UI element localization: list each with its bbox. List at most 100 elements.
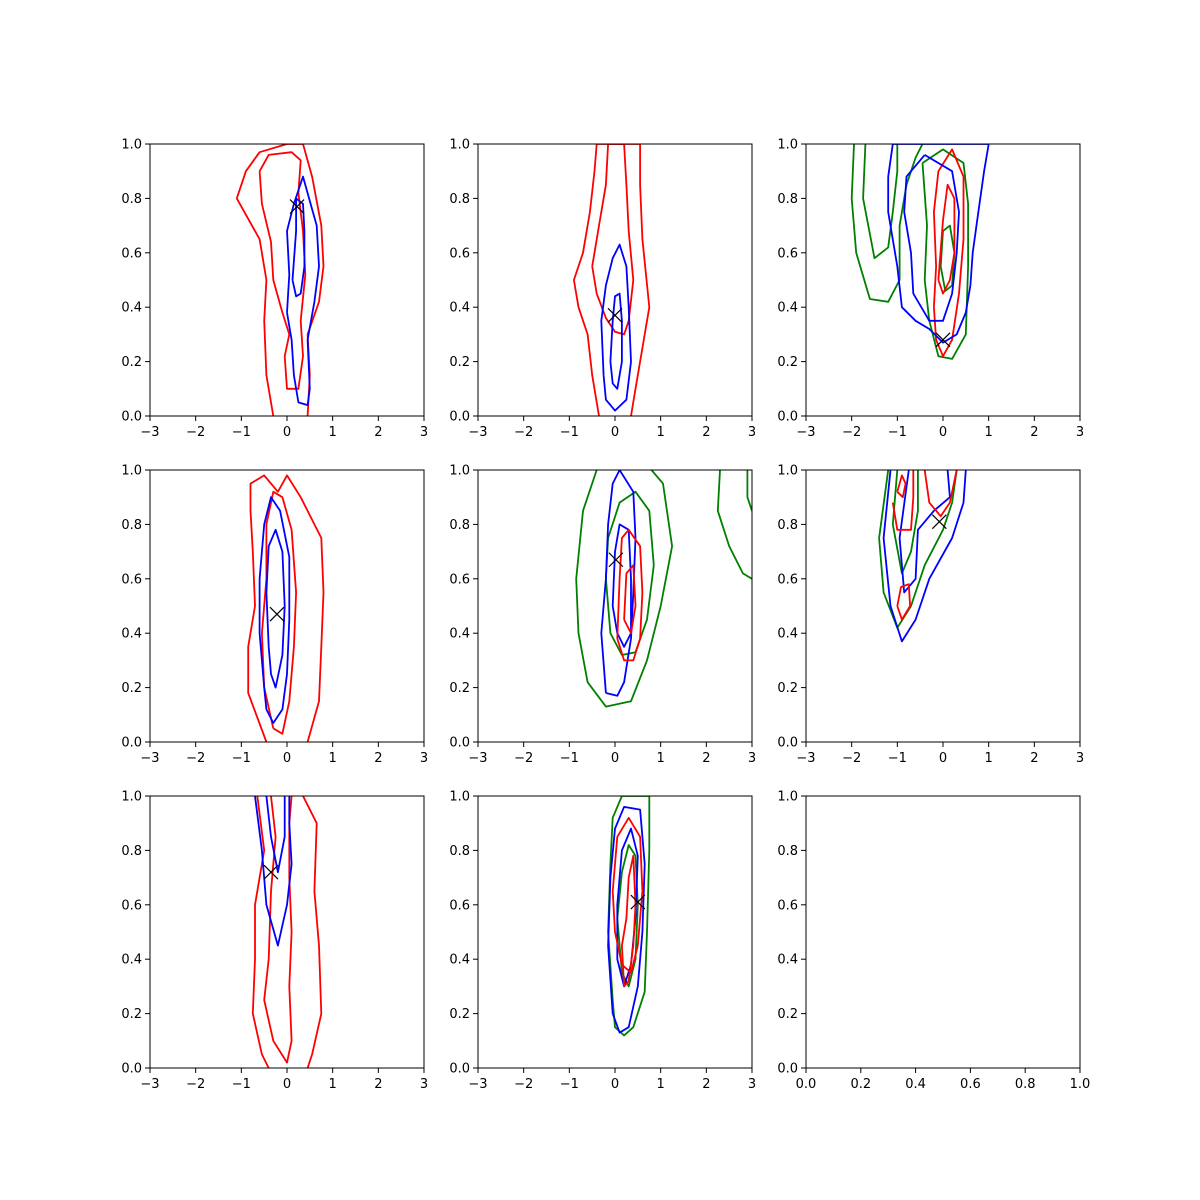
- blue-contour-1: [254, 796, 293, 947]
- x-tick-label: −1: [560, 1077, 579, 1092]
- plot-area: [251, 796, 323, 1068]
- y-tick-label: 0.2: [121, 1007, 142, 1022]
- x-tick-label: 2: [702, 1077, 710, 1092]
- red-contour-2: [623, 564, 637, 635]
- subplot-2: −3 −2 −1 0 1 2 3 0.0 0.2 0.4 0.6 0.8 1.0: [449, 138, 756, 441]
- x-tick-label: −3: [468, 751, 487, 766]
- y-tick-label: 0.0: [777, 736, 798, 751]
- subplot-4: −3 −2 −1 0 1 2 3 0.0 0.2 0.4 0.6 0.8 1.0: [121, 464, 428, 767]
- x-tick-label: −1: [888, 425, 907, 440]
- x-tick-label: −3: [796, 751, 815, 766]
- red-contour-2: [923, 470, 958, 518]
- y-tick-label: 0.6: [121, 572, 142, 587]
- blue-contour-2: [265, 796, 286, 874]
- x-tick-label: 3: [748, 1077, 756, 1092]
- axes-frame: [149, 795, 425, 1069]
- x-tick-label: −3: [140, 1077, 159, 1092]
- y-tick-label: 0.8: [777, 518, 798, 533]
- plot-area: [607, 796, 651, 1037]
- y-tick-label: 0.6: [449, 572, 470, 587]
- x-tick-label: −3: [140, 425, 159, 440]
- green-contour-3: [921, 148, 969, 360]
- red-contour-1: [611, 816, 644, 974]
- green-contour-4: [939, 224, 956, 292]
- x-tick-label: −3: [468, 1077, 487, 1092]
- x-tick-label: 3: [748, 751, 756, 766]
- x-tick-label: 0: [939, 751, 947, 766]
- x-tick-label: −2: [514, 425, 533, 440]
- blue-contour-2: [291, 197, 306, 298]
- blue-contour-1: [887, 144, 990, 344]
- red-contour-2: [591, 144, 635, 336]
- x-tick-label: 0: [611, 425, 619, 440]
- y-tick-label: 0.2: [121, 681, 142, 696]
- blue-contour-2: [898, 470, 951, 594]
- x-tick-label: −1: [232, 1077, 251, 1092]
- red-contour-4: [896, 583, 911, 621]
- y-tick-label: 0.0: [777, 410, 798, 425]
- y-tick-label: 0.8: [777, 844, 798, 859]
- y-tick-label: 0.0: [449, 1062, 470, 1077]
- y-tick-label: 0.2: [777, 1007, 798, 1022]
- x-tick-label: 2: [702, 425, 710, 440]
- x-marker: [263, 864, 279, 880]
- y-tick-label: 0.0: [449, 410, 470, 425]
- red-contour-1: [891, 470, 915, 531]
- blue-contour-2: [616, 827, 639, 988]
- x-marker: [289, 199, 305, 214]
- axes-frame: [477, 469, 753, 743]
- x-tick-label: 0: [283, 1077, 291, 1092]
- x-tick-label: −1: [560, 751, 579, 766]
- blue-contour-2: [265, 528, 286, 689]
- y-tick-label: 1.0: [449, 138, 470, 153]
- x-tick-label: 1: [657, 425, 665, 440]
- y-tick-label: 0.6: [449, 898, 470, 913]
- y-tick-label: 1.0: [777, 464, 798, 479]
- x-tick-label: −3: [468, 425, 487, 440]
- x-tick-label: −3: [796, 425, 815, 440]
- x-tick-label: 2: [374, 751, 382, 766]
- x-tick-label: 2: [374, 1077, 382, 1092]
- y-tick-label: 0.2: [449, 681, 470, 696]
- x-tick-label: −2: [842, 425, 861, 440]
- x-marker: [608, 552, 624, 568]
- x-tick-label: 1: [985, 425, 993, 440]
- x-tick-label: 1: [329, 425, 337, 440]
- subplot-5: −3 −2 −1 0 1 2 3 0.0 0.2 0.4 0.6 0.8 1.0: [449, 464, 756, 767]
- axes-frame: [149, 143, 425, 417]
- y-tick-label: 0.8: [449, 192, 470, 207]
- y-tick-label: 0.4: [121, 627, 142, 642]
- y-tick-label: 0.8: [449, 518, 470, 533]
- x-tick-label: 3: [420, 425, 428, 440]
- subplot-6: −3 −2 −1 0 1 2 3 0.0 0.2 0.4 0.6 0.8 1.0: [777, 464, 1084, 767]
- y-tick-label: 0.0: [121, 1062, 142, 1077]
- y-tick-label: 0.6: [777, 898, 798, 913]
- y-tick-label: 0.0: [121, 410, 142, 425]
- x-tick-label: −2: [842, 751, 861, 766]
- axes-frame: [805, 795, 1081, 1069]
- x-tick-label: −2: [186, 1077, 205, 1092]
- y-tick-label: 0.4: [121, 953, 142, 968]
- x-tick-label: −1: [888, 751, 907, 766]
- y-tick-label: 0.4: [777, 627, 798, 642]
- x-tick-label: −1: [232, 751, 251, 766]
- x-tick-label: 2: [702, 751, 710, 766]
- y-tick-label: 0.6: [121, 898, 142, 913]
- y-tick-label: 0.6: [449, 246, 470, 261]
- y-tick-label: 0.4: [449, 953, 470, 968]
- y-tick-label: 0.2: [777, 355, 798, 370]
- green-contour-2: [605, 490, 655, 656]
- x-tick-label: 3: [748, 425, 756, 440]
- y-tick-label: 0.0: [121, 736, 142, 751]
- plot-area: [247, 474, 325, 742]
- green-contour-2: [862, 144, 899, 260]
- blue-contour-1: [882, 470, 967, 643]
- x-tick-label: −1: [232, 425, 251, 440]
- blue-contour-2: [609, 292, 623, 390]
- y-tick-label: 1.0: [777, 790, 798, 805]
- y-tick-label: 0.4: [777, 301, 798, 316]
- y-tick-label: 0.0: [449, 736, 470, 751]
- x-tick-label: 0: [611, 1077, 619, 1092]
- blue-contour-1: [258, 496, 291, 724]
